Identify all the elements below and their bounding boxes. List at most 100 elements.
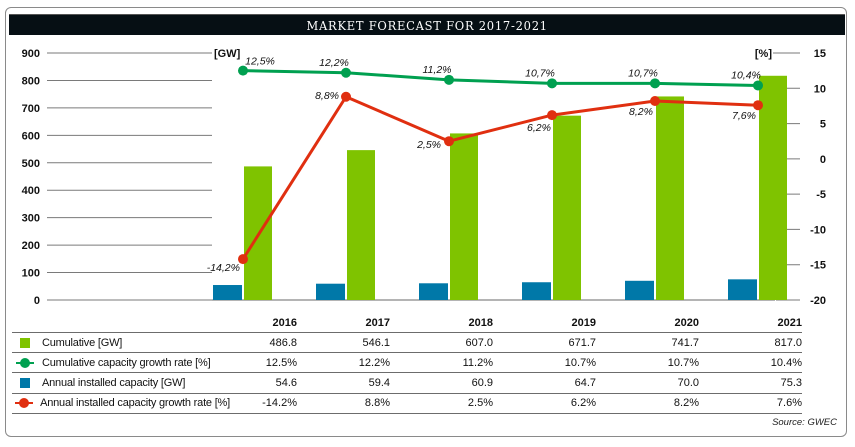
left-axis-tick-label: 900	[22, 48, 40, 60]
legend-marker	[12, 377, 38, 388]
legend-square-swatch	[20, 377, 30, 388]
cumulative-growth-data-label: 12,5%	[245, 56, 275, 68]
legend-square-swatch	[20, 337, 30, 348]
table-cell: 2.5%	[467, 397, 493, 410]
right-axis-tick-label: -10	[810, 224, 826, 236]
table-cell: 817.0	[774, 336, 802, 349]
table-cell: 607.0	[465, 336, 493, 349]
bar-annual-installed	[625, 280, 654, 300]
legend-label: Annual installed capacity [GW]	[42, 376, 186, 389]
left-axis-tick-label: 0	[34, 295, 40, 307]
right-axis-tick-label: 5	[820, 119, 826, 131]
table-cell: 54.6	[275, 376, 297, 389]
left-axis-tick-label: 800	[22, 75, 40, 87]
table-row: Annual installed capacity [GW] 54.6 59.4 60…	[12, 372, 802, 392]
table-cell: 546.1	[362, 336, 390, 349]
annual-growth-data-label: 6,2%	[527, 122, 551, 134]
table-cell: 8.8%	[364, 397, 390, 410]
table-cell: 671.7	[568, 336, 596, 349]
table-row: Cumulative [GW] 486.8 546.1 607.0 671.7 741.7…	[12, 332, 802, 352]
left-axis-tick-label: 400	[22, 185, 40, 197]
table-header-year: 2017	[365, 317, 390, 329]
legend-cell: Cumulative capacity growth rate [%]	[12, 353, 230, 372]
bar-annual-installed	[316, 283, 345, 300]
right-axis-unit-label: [%]	[755, 48, 772, 60]
annual-growth-data-label: 2,5%	[416, 139, 441, 151]
table-cell: 10.7%	[564, 356, 596, 369]
table-cell: 8.2%	[673, 397, 699, 410]
annual-growth-data-label: 8,2%	[629, 106, 653, 118]
cumulative-growth-data-label: 12,2%	[319, 57, 349, 69]
annual-growth-point	[650, 95, 660, 106]
right-axis-tick-label: -20	[810, 295, 826, 307]
table-cell: 59.4	[368, 376, 390, 389]
cumulative-growth-point	[650, 78, 660, 89]
table-cell: 60.9	[471, 376, 493, 389]
left-axis-tick-label: 600	[22, 130, 40, 142]
bar-cumulative	[656, 96, 684, 301]
bar-cumulative	[759, 75, 787, 300]
source-note: Source: GWEC	[772, 417, 837, 428]
table-row: Annual installed capacity growth rate [%…	[12, 392, 802, 414]
cumulative-growth-point	[238, 65, 248, 76]
bar-cumulative	[450, 133, 478, 300]
table-row: Cumulative capacity growth rate [%] 12.5%…	[12, 352, 802, 372]
bar-annual-installed	[419, 283, 448, 300]
annual-growth-point	[341, 91, 351, 102]
bar-cumulative	[553, 115, 581, 300]
table-cell: 741.7	[671, 336, 699, 349]
annual-growth-data-label: 7,6%	[732, 110, 756, 122]
table-cell: 10.4%	[770, 356, 802, 369]
legend-label: Cumulative capacity growth rate [%]	[42, 356, 211, 369]
table-cell: 75.3	[780, 376, 802, 389]
table-header-year: 2021	[777, 317, 802, 329]
left-axis-tick-label: 100	[22, 268, 40, 280]
annual-growth-point	[547, 110, 557, 121]
left-axis-tick-label: 300	[22, 213, 40, 225]
left-axis-tick-label: 500	[22, 158, 40, 170]
cumulative-growth-data-label: 10,7%	[525, 67, 555, 79]
table-cell: 12.5%	[265, 356, 297, 369]
cumulative-growth-point	[753, 80, 763, 91]
legend-line-dot-swatch	[16, 357, 34, 368]
table-cell: 7.6%	[776, 397, 802, 410]
table-cell: 486.8	[269, 336, 297, 349]
left-axis-unit-label: [GW]	[214, 48, 241, 60]
annual-growth-point	[444, 136, 454, 147]
cumulative-growth-data-label: 11,2%	[423, 64, 452, 76]
table-cell: 12.2%	[358, 356, 390, 369]
annual-growth-point	[753, 100, 763, 111]
bar-annual-installed	[522, 282, 551, 300]
chart-title: MARKET FORECAST FOR 2017-2021	[306, 17, 548, 33]
legend-label: Cumulative [GW]	[42, 336, 123, 349]
legend-cell: Annual installed capacity [GW]	[12, 373, 230, 392]
left-axis-tick-label: 700	[22, 103, 40, 115]
cumulative-growth-data-label: 10,4%	[731, 69, 761, 81]
annual-growth-point	[238, 254, 248, 265]
chart-title-bar: MARKET FORECAST FOR 2017-2021	[9, 14, 845, 35]
bar-cumulative	[347, 150, 375, 300]
table-header-row: 2016 2017 2018 2019 2020 2021	[12, 314, 802, 332]
legend-marker	[12, 357, 38, 368]
chart-frame	[5, 7, 847, 437]
table-header-year: 2019	[571, 317, 596, 329]
legend-line-dot-swatch	[15, 398, 34, 409]
legend-cell: Annual installed capacity growth rate [%…	[12, 394, 230, 413]
cumulative-growth-point	[444, 74, 454, 85]
cumulative-growth-data-label: 10,7%	[628, 67, 658, 79]
table-cell: 64.7	[574, 376, 596, 389]
annual-growth-line	[241, 95, 759, 260]
right-axis-tick-label: 10	[814, 83, 826, 95]
data-table: 2016 2017 2018 2019 2020 2021 Cumulative [GW]…	[12, 314, 802, 414]
bar-annual-installed	[213, 285, 242, 300]
annual-growth-data-label: -14,2%	[207, 262, 240, 274]
cumulative-growth-line	[242, 69, 759, 87]
legend-label: Annual installed capacity growth rate [%…	[40, 397, 230, 410]
legend-marker	[12, 398, 36, 409]
right-axis-tick-label: -15	[810, 260, 826, 272]
cumulative-growth-point	[341, 67, 351, 78]
right-axis-tick-label: -5	[816, 189, 826, 201]
right-axis-tick-label: 0	[820, 154, 826, 166]
annual-growth-data-label: 8,8%	[315, 90, 339, 102]
